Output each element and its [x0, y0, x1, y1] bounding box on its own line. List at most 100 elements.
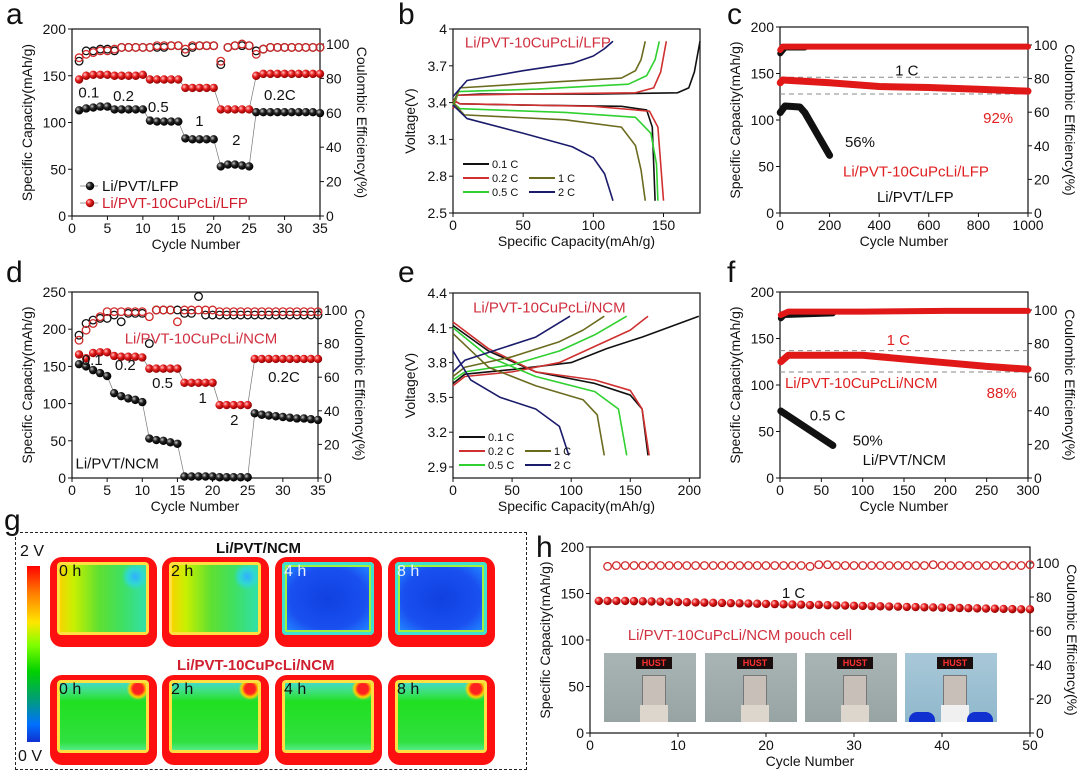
- legend-label: 2 C: [554, 460, 571, 472]
- y2-tick-label: 100: [1034, 37, 1058, 53]
- y2-tick-label: 0: [1034, 470, 1042, 486]
- voltage-colorbar: [27, 566, 40, 742]
- curve-charge: [452, 315, 628, 381]
- data-point: [814, 600, 823, 610]
- data-point: [259, 108, 268, 117]
- data-point: [229, 400, 238, 410]
- x-axis-label: Cycle Number: [766, 753, 855, 769]
- data-point: [88, 348, 98, 358]
- data-point: [102, 348, 112, 357]
- y-tick-label: 150: [751, 66, 775, 82]
- data-point: [299, 414, 309, 423]
- data-point: [743, 561, 753, 570]
- data-point: [735, 561, 745, 570]
- data-point: [999, 561, 1009, 570]
- x-tick-label: 100: [582, 217, 606, 233]
- y-tick-label: 3.4: [428, 95, 448, 111]
- data-point: [717, 561, 727, 570]
- y2-tick-label: 60: [324, 369, 340, 385]
- curve-discharge: [452, 321, 650, 456]
- data-point: [117, 352, 126, 361]
- data-point: [638, 597, 647, 606]
- y2-tick-label: 40: [324, 403, 340, 419]
- curve-discharge: [452, 101, 659, 201]
- data-point: [165, 305, 175, 315]
- x-tick-label: 0: [449, 482, 457, 498]
- data-point: [840, 561, 850, 570]
- legend-label: 1 C: [558, 173, 575, 185]
- data-point: [244, 105, 254, 114]
- y-tick-label: 3.1: [428, 131, 448, 147]
- data-point: [174, 117, 183, 126]
- data-point: [222, 473, 231, 482]
- legend: 0.1 C 0.2 C 0.5 C 1 C 2 C: [463, 159, 575, 199]
- voltage-map-image: [57, 680, 149, 753]
- data-point: [216, 105, 225, 114]
- data-point: [216, 162, 225, 171]
- data-point: [95, 368, 105, 378]
- data-point: [124, 394, 133, 403]
- data-point: [876, 602, 885, 611]
- data-point: [656, 597, 665, 606]
- data-point: [955, 561, 965, 570]
- x-tick-label: 50: [1022, 737, 1038, 753]
- x-tick-label: 20: [205, 482, 221, 498]
- data-point: [691, 561, 701, 570]
- data-point: [726, 598, 735, 608]
- data-point: [215, 473, 224, 482]
- legend-swatch-marker: [85, 198, 95, 208]
- data-point: [753, 599, 762, 608]
- data-point: [236, 473, 245, 482]
- data-point: [893, 602, 903, 611]
- y2-tick-label: 40: [1034, 138, 1050, 154]
- series-li-pvt-10cupcli-ncm-ce: [777, 307, 1031, 319]
- data-point: [796, 561, 806, 570]
- x-tick-label: 400: [868, 217, 892, 233]
- y-axis-label: Specific Capacity(mAh/g): [727, 41, 743, 198]
- voltage-map-cell: 4 h: [275, 557, 382, 647]
- x-tick-label: 10: [670, 737, 686, 753]
- annotation: 92%: [983, 110, 1013, 127]
- data-point: [159, 117, 169, 126]
- y-tick-label: 50: [758, 159, 774, 175]
- data-point: [849, 561, 859, 570]
- y-tick-label: 3.7: [428, 58, 448, 74]
- data-point: [223, 160, 233, 169]
- x-tick-label: 200: [678, 482, 702, 498]
- data-point: [223, 105, 233, 114]
- y2-tick-label: 0: [326, 208, 334, 224]
- y-axis-label: Specific Capacity(mAh/g): [537, 561, 553, 718]
- data-point: [181, 134, 190, 143]
- panel-label: h: [536, 531, 553, 564]
- data-point: [708, 561, 718, 570]
- voltage-map-image: [395, 680, 487, 753]
- annotation: 1 C: [887, 332, 911, 349]
- data-point: [131, 395, 140, 405]
- data-point: [285, 413, 295, 422]
- data-point: [664, 561, 674, 570]
- data-point: [902, 602, 911, 612]
- led-sign: HUST: [737, 657, 773, 669]
- x-tick-label: 5: [103, 482, 111, 498]
- y2-tick-label: 40: [1034, 403, 1050, 419]
- x-tick-label: 35: [310, 482, 326, 498]
- voltage-map-image: [282, 680, 374, 753]
- data-point: [841, 601, 850, 610]
- axes: 0 50 100 150 2.5 2.8 3.1 3.4 3.7 4 Specific Capaci…: [402, 21, 701, 249]
- legend-label: 0.5 C: [488, 460, 514, 472]
- data-point: [271, 412, 281, 421]
- data-point: [89, 70, 98, 80]
- annotation: Li/PVT-10CuPcLi/NCM: [125, 330, 278, 347]
- y-tick-label: 150: [751, 331, 775, 347]
- data-point: [973, 604, 982, 613]
- y2-tick-label: 100: [1036, 555, 1060, 571]
- y-tick-label: 3.8: [428, 355, 448, 371]
- data-point: [972, 561, 982, 570]
- y2-tick-label: 40: [1036, 657, 1052, 673]
- data-point: [620, 561, 630, 570]
- x-tick-label: 0: [449, 217, 457, 233]
- pouch-cell-photo: HUST: [805, 653, 897, 722]
- y-axis-label: Voltage(V): [402, 353, 418, 418]
- annotation: 0.5 C: [810, 407, 846, 424]
- y-axis-label: Specific Capacity(mAh/g): [19, 44, 35, 201]
